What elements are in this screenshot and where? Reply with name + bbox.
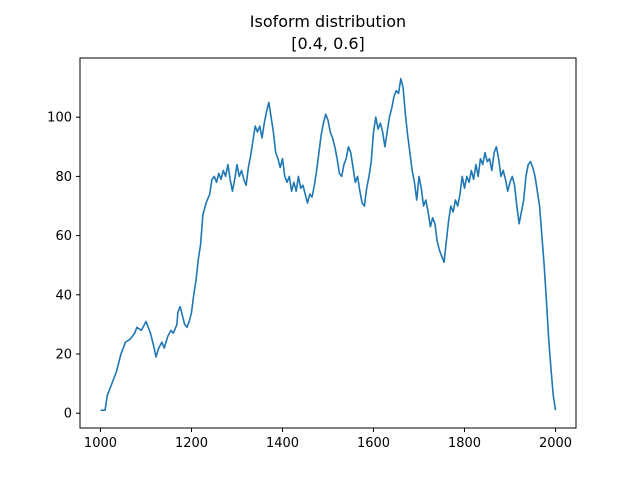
chart-subtitle: [0.4, 0.6]	[291, 34, 365, 53]
plot-area	[100, 77, 557, 412]
series-line-0	[100, 77, 557, 412]
axes-frame	[79, 57, 577, 429]
x-axis: 1000 1200 1400 1600 1800 2000	[84, 428, 572, 451]
y-tick-label: 0	[64, 407, 72, 422]
y-tick-label: 20	[55, 348, 72, 363]
y-axis: 0 20 40 60 80 100	[47, 111, 80, 422]
y-tick-label: 40	[55, 288, 72, 303]
chart-title: Isoform distribution	[250, 12, 406, 31]
y-tick-label: 60	[55, 229, 72, 244]
x-tick-label: 1000	[84, 436, 117, 451]
y-tick-label: 100	[47, 111, 72, 126]
y-tick-label: 80	[55, 170, 72, 185]
x-tick-label: 2000	[539, 436, 572, 451]
x-tick-label: 1400	[266, 436, 299, 451]
x-tick-label: 1200	[175, 436, 208, 451]
x-tick-label: 1800	[448, 436, 481, 451]
x-tick-label: 1600	[357, 436, 390, 451]
